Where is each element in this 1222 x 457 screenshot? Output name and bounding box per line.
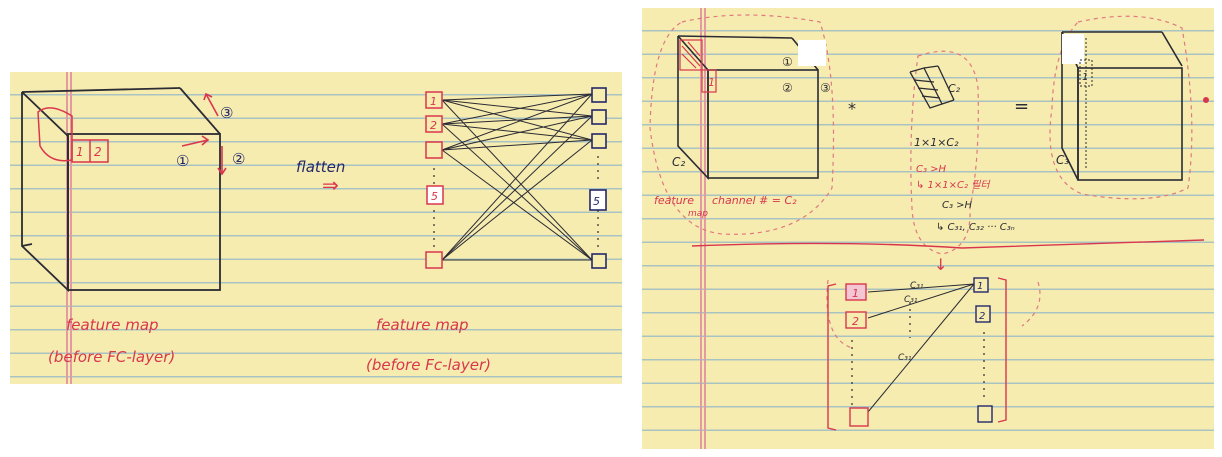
right-node-label: 2: [979, 311, 985, 322]
right-notebook-sketch: 1 ① ② ③ C₂ feature map channel # = C₂ * …: [642, 8, 1214, 449]
edge-label: C₃₁: [898, 353, 912, 363]
axis-arrows: [181, 92, 227, 176]
dashed-outlines: [649, 14, 1193, 349]
margin-line: [704, 8, 706, 449]
caption-right-line1: feature map: [376, 316, 469, 334]
left-notebook-sketch: 1 2 ① ② ③ flatten ⇒: [10, 72, 622, 384]
highlighted-patch: [37, 107, 109, 163]
input-cube-axis-3: ③: [820, 81, 831, 95]
caption-left-line1: feature map: [66, 316, 159, 334]
input-caption-map: map: [688, 209, 708, 219]
divider-line: [691, 239, 1205, 249]
node-connections: [867, 283, 975, 413]
kernel-note-1: C₃ >H: [916, 164, 947, 175]
margin-line: [700, 8, 702, 449]
kernel-note-4: ↳ C₃₁, C₃₂ ··· C₃ₙ: [936, 222, 1015, 233]
input-node-label: 1: [430, 95, 437, 108]
patch-label-1: 1: [76, 145, 84, 159]
right-bracket: [997, 277, 1007, 423]
red-dot: [1203, 97, 1209, 103]
caption-right-line2: (before Fc-layer): [366, 356, 491, 374]
paper-glare: [1062, 34, 1084, 64]
kernel-size-label: 1×1×C₂: [914, 136, 959, 149]
output-cube-depth-label: C₃: [1056, 153, 1069, 167]
paper-glare: [798, 40, 826, 66]
left-node-label: 2: [852, 315, 859, 328]
input-cube-axis-1: ①: [782, 55, 793, 69]
left-nodes: [845, 283, 869, 427]
equals-operator: =: [1014, 96, 1029, 117]
margin-line: [66, 72, 68, 384]
input-nodes: [425, 91, 444, 269]
flatten-label: flatten: [296, 158, 345, 176]
left-bracket: [827, 283, 837, 431]
input-node-label: 2: [430, 119, 437, 132]
multiply-operator: *: [848, 99, 856, 118]
feature-map-cube: [21, 87, 221, 293]
input-node-label: 5: [431, 190, 438, 203]
right-nodes: [973, 277, 993, 423]
axis-label-1: ①: [176, 152, 189, 170]
output-node-label: 5: [593, 195, 600, 208]
input-cube-face-label: 1: [708, 76, 715, 89]
right-node-label: 1: [977, 281, 983, 292]
fc-connections: [441, 93, 593, 261]
output-cube-face-label: 1: [1082, 72, 1088, 83]
kernel-block: [909, 65, 955, 109]
edge-label: C₃₁: [904, 295, 918, 305]
kernel-channel-label: C₂: [948, 82, 961, 95]
kernel-note-3: C₃ >H: [942, 200, 973, 211]
kernel-note-2: ↳ 1×1×C₂ 필터: [916, 179, 991, 191]
axis-label-3: ③: [220, 104, 233, 122]
axis-label-2: ②: [232, 150, 245, 168]
input-cube-depth-label: C₂: [672, 155, 685, 169]
flatten-diagram: 1 2 ① ② ③ flatten ⇒: [21, 87, 607, 374]
node-ellipsis: [851, 302, 985, 406]
margin-line: [70, 72, 72, 384]
output-nodes: [589, 87, 607, 269]
output-cube-patch: [1079, 38, 1093, 168]
input-cube-patch: [679, 39, 717, 93]
caption-left-line2: (before FC-layer): [48, 348, 175, 366]
flatten-arrow: ⇒: [322, 173, 339, 197]
left-node-label: 1: [852, 287, 859, 300]
down-arrow: ↓: [934, 255, 947, 274]
input-caption-feature: feature: [654, 194, 694, 207]
conv1x1-diagram: 1 ① ② ③ C₂ feature map channel # = C₂ * …: [649, 14, 1209, 431]
patch-label-2: 2: [94, 145, 102, 159]
input-caption-channel: channel # = C₂: [712, 194, 797, 207]
input-cube-axis-2: ②: [782, 81, 793, 95]
input-feature-cube: [677, 35, 819, 181]
edge-label: C₃₁: [910, 281, 924, 291]
ellipsis-dots: [433, 156, 599, 248]
